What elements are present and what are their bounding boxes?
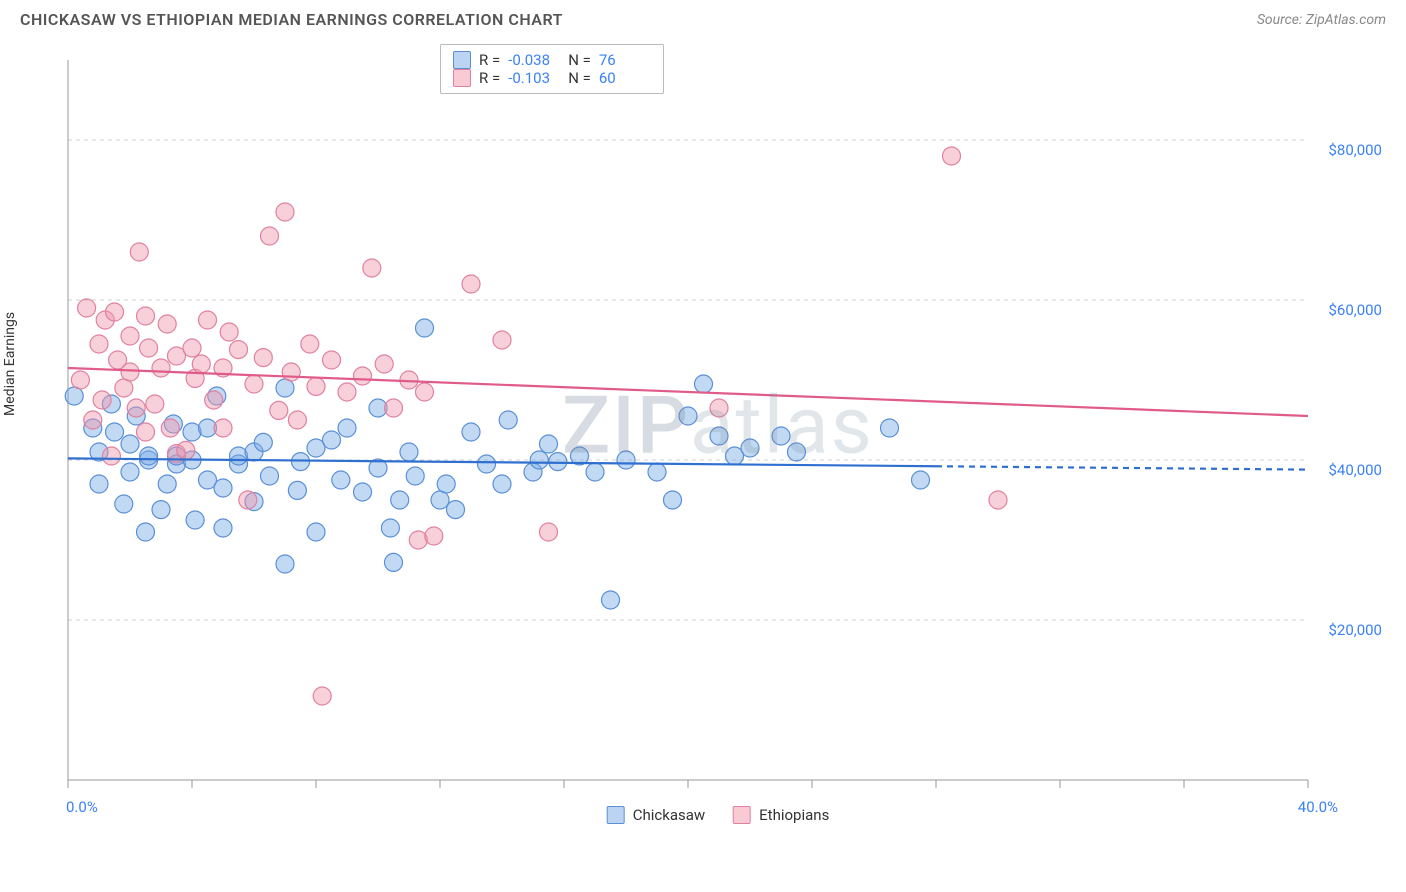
stats-legend-row: R = -0.103 N = 60 [453, 69, 651, 87]
stat-r-label: R = [479, 51, 500, 69]
stat-n-label: N = [568, 69, 591, 87]
x-axis-max-label: 40.0% [1298, 798, 1338, 816]
legend-label: Ethiopians [759, 806, 829, 824]
source-label: Source: ZipAtlas.com [1257, 12, 1386, 28]
stat-r-value: -0.103 [508, 69, 560, 87]
chart-header: CHICKASAW VS ETHIOPIAN MEDIAN EARNINGS C… [0, 0, 1406, 33]
stat-r-value: -0.038 [508, 51, 560, 69]
legend-swatch-icon [607, 806, 625, 824]
x-axis-min-label: 0.0% [66, 798, 98, 816]
stat-r-label: R = [479, 69, 500, 87]
y-tick-label: $40,000 [1328, 461, 1382, 479]
y-axis-label: Median Earnings [2, 312, 18, 416]
legend-item: Chickasaw [607, 806, 705, 824]
stat-n-value: 60 [599, 69, 651, 87]
chart-container: Median Earnings ZIPatlas R =-0.038N =76R… [20, 40, 1386, 880]
legend-item: Ethiopians [733, 806, 829, 824]
chart-title: CHICKASAW VS ETHIOPIAN MEDIAN EARNINGS C… [20, 10, 563, 29]
stats-legend-row: R = -0.038 N = 76 [453, 51, 651, 69]
legend-swatch-icon [453, 51, 471, 69]
y-tick-label: $80,000 [1328, 141, 1382, 159]
plot-area: ZIPatlas R =-0.038N =76R =-0.103N =60 $2… [58, 40, 1378, 830]
stat-n-label: N = [568, 51, 591, 69]
correlation-stats-legend: R = -0.038 N = 76 R = -0.103 N = 60 [440, 44, 664, 94]
series-legend: Chickasaw Ethiopians [607, 806, 830, 824]
y-tick-label: $60,000 [1328, 301, 1382, 319]
stat-n-value: 76 [599, 51, 651, 69]
legend-label: Chickasaw [633, 806, 705, 824]
y-tick-label: $20,000 [1328, 621, 1382, 639]
legend-swatch-icon [453, 69, 471, 87]
scatter-plot-svg [58, 40, 1378, 830]
legend-swatch-icon [733, 806, 751, 824]
